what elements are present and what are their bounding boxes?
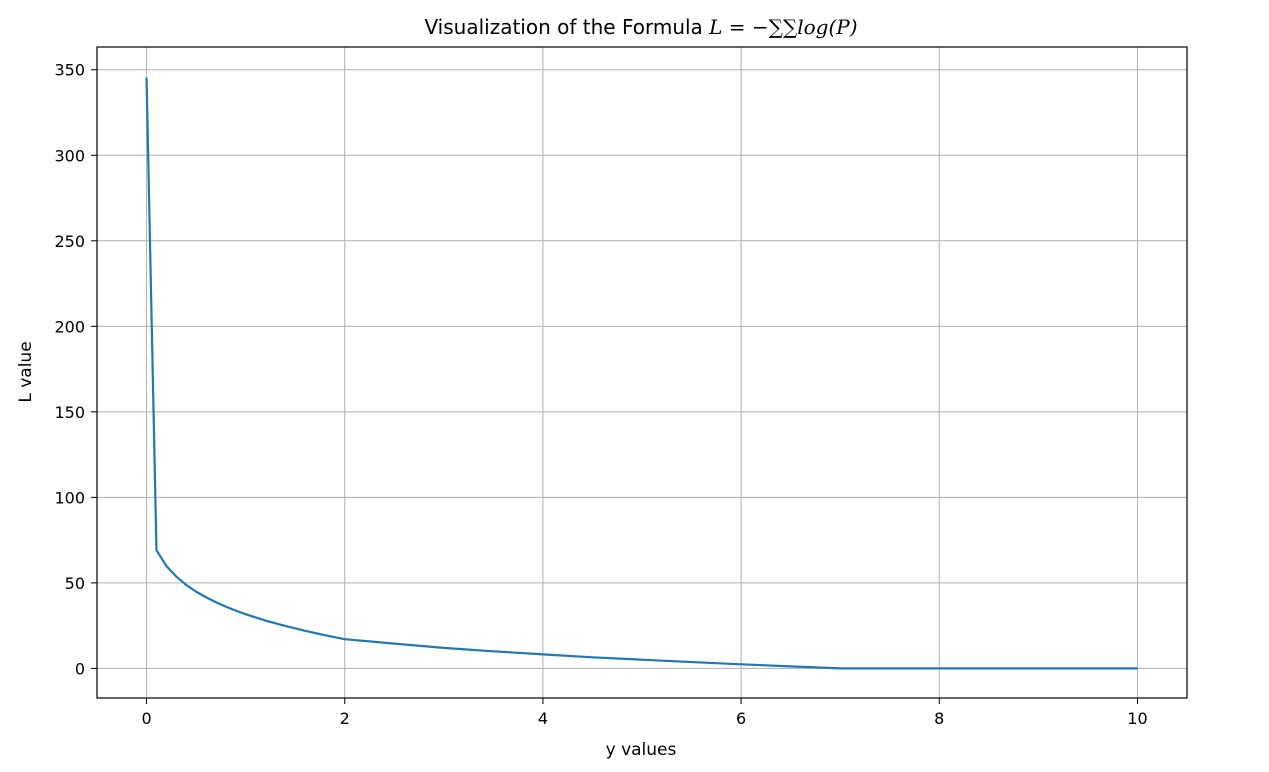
x-tick-label: 8 [934,709,944,728]
y-tick-label: 200 [54,317,85,336]
y-tick-label: 0 [75,659,85,678]
x-tick-label: 6 [736,709,746,728]
x-tick-label: 10 [1127,709,1147,728]
x-axis-label: y values [606,740,677,760]
x-tick-label: 2 [340,709,350,728]
plot-frame [96,46,1188,699]
y-tick-label: 250 [54,232,85,251]
series-line [145,77,1138,670]
y-tick-label: 150 [54,403,85,422]
series-layer [145,77,1138,670]
chart-title-formula: L = −∑∑log(P) [708,15,857,39]
chart-title: Visualization of the Formula L = −∑∑log(… [424,15,857,39]
x-tick-label: 4 [538,709,548,728]
x-tick-label: 0 [141,709,151,728]
y-tick-label: 350 [54,61,85,80]
y-tick-label: 300 [54,146,85,165]
grid-lines [97,47,1187,698]
chart-title-text: Visualization of the Formula [424,15,709,39]
y-tick-label: 50 [65,574,85,593]
y-axis-label: L value [16,341,36,402]
y-tick-label: 100 [54,488,85,507]
